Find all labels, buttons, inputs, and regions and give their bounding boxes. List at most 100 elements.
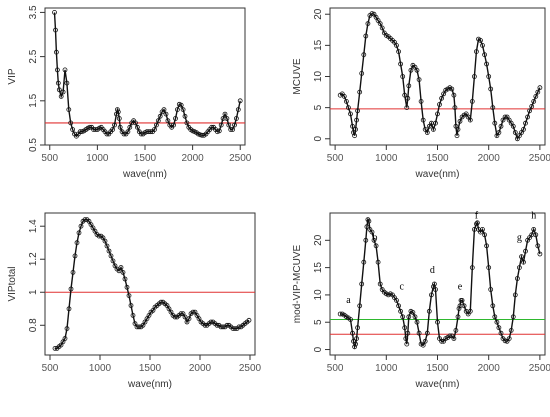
- data-point: [56, 87, 62, 93]
- data-point: [70, 127, 75, 132]
- peak-annotation: b: [373, 232, 378, 243]
- x-tick-label: 2000: [478, 153, 501, 164]
- data-point: [110, 127, 115, 132]
- data-point: [459, 297, 465, 303]
- y-tick-label: 20: [313, 234, 324, 246]
- data-point: [236, 324, 242, 330]
- y-tick-label: 5: [313, 319, 324, 325]
- data-point: [357, 89, 363, 95]
- peak-annotation: c: [399, 281, 404, 292]
- peak-annotation: e: [458, 281, 463, 292]
- data-point: [416, 77, 422, 82]
- data-point: [467, 308, 473, 314]
- data-point: [128, 303, 134, 308]
- data-point: [523, 120, 528, 126]
- data-point: [116, 116, 122, 121]
- data-point: [484, 243, 490, 249]
- peak-annotation: f: [475, 210, 479, 221]
- y-tick-label: 0.8: [28, 318, 39, 332]
- data-point: [452, 105, 458, 110]
- data-point: [402, 325, 408, 331]
- data-point: [394, 297, 399, 303]
- y-axis-title: MCUVE: [292, 58, 303, 94]
- x-axis-title: wave(nm): [127, 379, 172, 390]
- x-axis-title: wave(nm): [122, 169, 167, 180]
- data-point: [455, 314, 461, 320]
- data-point: [186, 316, 192, 322]
- data-point: [396, 49, 402, 54]
- data-point: [430, 126, 436, 132]
- x-tick-label: 2000: [478, 363, 501, 374]
- chart-panel-1: 500 1000 1500 2000 2500 0.5 1.5 2.5 3.5 wave(nm) V…: [7, 5, 252, 180]
- data-point: [178, 311, 184, 317]
- data-point: [486, 74, 492, 79]
- data-point: [535, 89, 541, 95]
- data-point: [224, 322, 230, 328]
- peak-annotation: d: [430, 265, 435, 276]
- data-point: [246, 317, 252, 323]
- data-point: [377, 281, 383, 287]
- data-point: [64, 326, 70, 332]
- data-point: [506, 336, 512, 342]
- y-tick-label: 20: [313, 8, 324, 20]
- data-point: [353, 126, 359, 132]
- data-point: [369, 11, 375, 17]
- data-point: [473, 49, 479, 54]
- data-point: [182, 314, 188, 320]
- data-point: [74, 240, 80, 246]
- data-point: [96, 233, 102, 239]
- data-point: [178, 102, 184, 108]
- data-point: [469, 99, 475, 104]
- peak-annotation: a: [346, 295, 351, 306]
- data-point: [122, 276, 128, 282]
- x-tick-label: 2500: [529, 363, 550, 374]
- data-point: [78, 223, 84, 229]
- data-point: [482, 52, 488, 58]
- data-point: [359, 71, 365, 76]
- data-point: [202, 322, 208, 328]
- y-tick-label: 3.5: [28, 5, 39, 19]
- peak-annotation: g: [517, 232, 522, 243]
- data-point: [400, 314, 406, 320]
- data-point: [455, 126, 461, 132]
- data-point: [457, 118, 463, 124]
- data-point: [62, 67, 68, 73]
- y-axis-title: VIP: [7, 68, 18, 84]
- data-point: [451, 336, 457, 342]
- data-point: [184, 120, 190, 126]
- data-point: [72, 253, 78, 259]
- data-point: [431, 281, 437, 287]
- data-point: [115, 107, 120, 112]
- data-point: [416, 330, 422, 336]
- data-point: [171, 122, 177, 128]
- data-point: [420, 117, 426, 123]
- data-point: [521, 259, 526, 265]
- series-line: [53, 12, 241, 138]
- data-point: [414, 319, 420, 325]
- y-tick-label: 0: [313, 136, 324, 142]
- data-point: [124, 284, 130, 290]
- y-tick-label: 0.5: [28, 138, 39, 152]
- data-point: [433, 287, 438, 292]
- x-tick-label: 2500: [239, 363, 262, 374]
- data-point: [412, 314, 418, 320]
- x-axis-title: wave(nm): [415, 169, 460, 180]
- data-point: [515, 276, 520, 281]
- data-point: [480, 226, 485, 232]
- data-point: [408, 67, 414, 73]
- data-point: [519, 254, 524, 260]
- data-point: [104, 131, 110, 137]
- x-tick-label: 1500: [426, 363, 449, 374]
- data-point: [366, 218, 372, 224]
- data-point: [55, 80, 61, 86]
- data-point: [404, 341, 410, 347]
- data-point: [396, 303, 402, 309]
- data-point: [104, 243, 110, 249]
- data-point: [230, 127, 236, 132]
- data-point: [108, 253, 114, 259]
- data-point: [469, 265, 475, 271]
- data-point: [87, 124, 93, 130]
- data-point: [406, 83, 412, 89]
